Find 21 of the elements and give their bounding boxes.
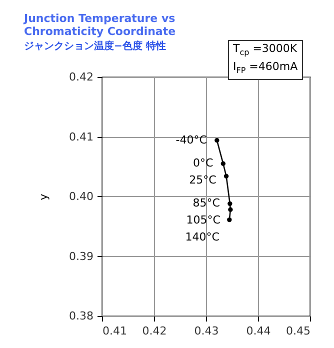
text: T$_{cp}$ =3000K — [233, 42, 298, 58]
y-tick-label: 0.39 — [69, 250, 94, 263]
y-tick-label: 0.42 — [69, 70, 94, 84]
annotation: -40°C — [176, 133, 208, 146]
annotation: 105°C — [186, 214, 221, 227]
x-tick-label: 0.43 — [194, 324, 219, 338]
y-tick-label: 0.40 — [69, 190, 94, 203]
annotation: 85°C — [192, 196, 220, 210]
annotation: 25°C — [189, 174, 217, 187]
x-tick-label: 0.44 — [246, 324, 271, 338]
x-tick-label: 0.42 — [142, 324, 167, 338]
annotation: 0°C — [192, 156, 214, 170]
y-axis-title: y — [37, 193, 50, 200]
chart-title: Junction Temperature vs Chromaticity Coordinate — [24, 12, 177, 38]
x-tick-label: 0.45 — [286, 324, 310, 338]
y-tick-label: 0.41 — [69, 130, 94, 144]
annotation: 140°C — [185, 230, 220, 244]
y-tick-label: 0.38 — [69, 310, 94, 322]
chart-subtitle: ジャンクション温度−色度 特性 — [24, 39, 166, 53]
text: I$_{FP}$ =460mA — [233, 60, 298, 76]
x-tick-label: 0.41 — [102, 324, 127, 338]
